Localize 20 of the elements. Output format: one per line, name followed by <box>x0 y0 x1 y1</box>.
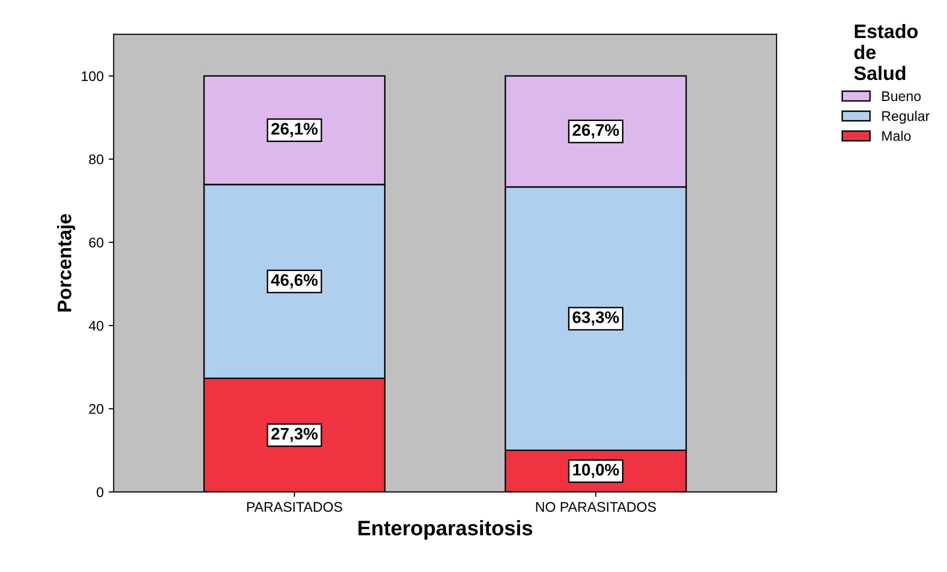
data-label: 10,0% <box>573 464 619 478</box>
data-label: 63,3% <box>572 311 619 326</box>
x-tick-label: PARASITADOS <box>247 502 342 512</box>
y-tick-label: 60 <box>89 238 104 248</box>
legend-label: Bueno <box>882 91 921 102</box>
data-label: 26,1% <box>271 122 318 138</box>
y-axis-title: Porcentaje <box>57 214 76 312</box>
data-label: 46,6% <box>271 274 318 288</box>
x-tick-label: NO PARASITADOS <box>536 502 656 512</box>
y-tick-label: 100 <box>82 71 104 82</box>
y-tick-label: 40 <box>88 320 104 331</box>
data-label: 26,7% <box>572 124 619 138</box>
legend-label: Regular <box>882 110 930 124</box>
y-tick-label: 0 <box>96 487 104 498</box>
y-tick-label: 80 <box>89 154 104 164</box>
data-label: 27,3% <box>271 428 318 442</box>
legend-title: Estado de Salud <box>854 24 918 80</box>
x-axis-title: Enteroparasitosis <box>358 520 532 540</box>
y-tick-label: 20 <box>89 404 104 414</box>
legend-label: Malo <box>882 130 911 141</box>
